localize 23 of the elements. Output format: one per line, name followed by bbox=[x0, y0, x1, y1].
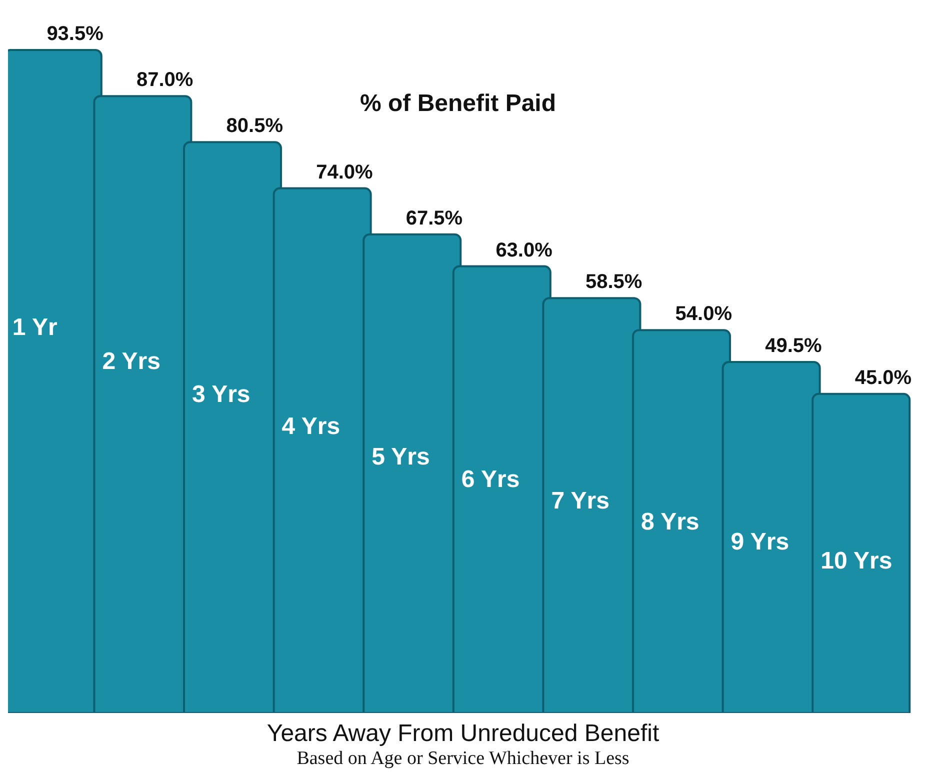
x-tick-label: 7 Yrs bbox=[551, 488, 610, 515]
text: Based on Age or Service Whichever is Less bbox=[296, 748, 630, 770]
data-label: 49.5% bbox=[765, 335, 822, 357]
data-label: 58.5% bbox=[585, 271, 642, 294]
data-label: 93.5% bbox=[46, 23, 104, 45]
data-label: 45.0% bbox=[854, 366, 912, 389]
data-label: 74.0% bbox=[316, 161, 374, 184]
x-tick-label: 2 Yrs bbox=[102, 348, 160, 375]
x-tick-label: 9 Yrs bbox=[730, 528, 790, 556]
data-label: 67.5% bbox=[406, 207, 463, 230]
x-tick-label: 10 Yrs bbox=[820, 548, 892, 575]
x-axis-title: Years Away From Unreduced Benefit bbox=[266, 720, 660, 748]
x-tick-label: 3 Yrs bbox=[192, 380, 250, 408]
x-tick-label: 5 Yrs bbox=[372, 444, 430, 471]
x-tick-label: 1 Yr bbox=[12, 314, 58, 341]
data-label: 87.0% bbox=[136, 69, 194, 92]
data-label: 63.0% bbox=[496, 239, 553, 262]
x-tick-label: 6 Yrs bbox=[461, 466, 520, 494]
data-label: 54.0% bbox=[675, 303, 732, 326]
x-tick-label: 4 Yrs bbox=[282, 412, 340, 440]
text: % of Benefit Paid bbox=[358, 90, 558, 118]
data-label: 80.5% bbox=[226, 115, 284, 138]
x-tick-label: 8 Yrs bbox=[641, 508, 700, 536]
